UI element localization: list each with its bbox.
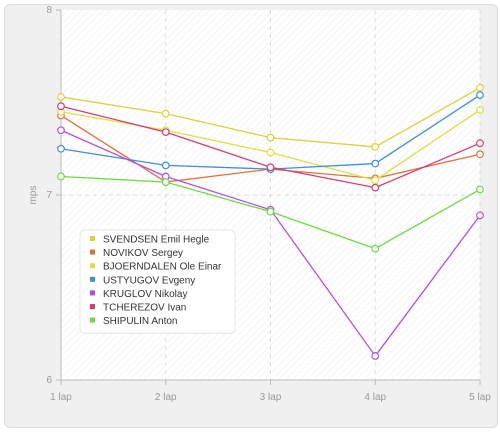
legend-swatch — [90, 276, 95, 282]
data-point[interactable] — [371, 244, 380, 253]
data-point[interactable] — [371, 176, 380, 185]
x-tick-label: 5 lap — [469, 392, 491, 403]
y-axis-label: mps — [28, 186, 39, 205]
axes: 6 7 8 1 lap 2 lap 3 lap 4 lap 5 lap mps — [28, 5, 491, 403]
data-point[interactable] — [371, 142, 380, 151]
x-tick-label: 3 lap — [260, 392, 282, 403]
data-point[interactable] — [476, 91, 484, 99]
data-point[interactable] — [476, 105, 484, 114]
legend-box — [79, 229, 236, 334]
series — [57, 83, 484, 151]
legend: SVENDSEN Emil Hegle NOVIKOV Sergey BJOERND… — [79, 229, 236, 334]
legend-label: SVENDSEN Emil Hegle — [103, 235, 210, 246]
data-point[interactable] — [476, 185, 484, 194]
data-point[interactable] — [476, 139, 484, 148]
data-point[interactable] — [266, 148, 275, 157]
data-point[interactable] — [476, 83, 484, 92]
legend-label: SHIPULIN Anton — [103, 316, 177, 327]
data-point[interactable] — [57, 126, 65, 135]
legend-swatch — [90, 317, 95, 323]
data-point[interactable] — [161, 161, 170, 170]
x-tick-label: 1 lap — [50, 392, 72, 403]
y-tick-label: 8 — [46, 5, 52, 16]
data-point[interactable] — [371, 352, 380, 360]
legend-label: BJOERNDALEN Ole Einar — [103, 262, 222, 273]
legend-label: TCHEREZOV Ivan — [103, 303, 186, 314]
legend-label: KRUGLOV Nikolay — [103, 289, 187, 300]
legend-item[interactable]: SVENDSEN Emil Hegle — [90, 235, 210, 246]
legend-swatch — [90, 290, 95, 296]
data-point[interactable] — [476, 150, 484, 159]
legend-item[interactable]: TCHEREZOV Ivan — [90, 303, 186, 314]
data-point[interactable] — [476, 211, 484, 220]
legend-item[interactable]: SHIPULIN Anton — [90, 316, 177, 327]
data-point[interactable] — [266, 207, 275, 216]
series-layer — [57, 83, 484, 360]
legend-item[interactable]: KRUGLOV Nikolay — [90, 289, 187, 300]
data-point[interactable] — [57, 102, 65, 111]
y-tick-label: 6 — [46, 375, 52, 386]
legend-swatch — [90, 304, 95, 309]
data-point[interactable] — [161, 128, 170, 137]
y-tick-label: 7 — [46, 190, 52, 201]
data-point[interactable] — [371, 183, 380, 192]
data-point[interactable] — [57, 144, 65, 153]
legend-label: USTYUGOV Evgeny — [103, 275, 195, 286]
legend-item[interactable]: BJOERNDALEN Ole Einar — [90, 262, 222, 273]
data-point[interactable] — [57, 93, 65, 101]
data-point[interactable] — [266, 163, 275, 172]
data-point[interactable] — [371, 159, 380, 168]
grid — [61, 10, 481, 380]
legend-label: NOVIKOV Sergey — [103, 248, 183, 259]
data-point[interactable] — [161, 109, 170, 118]
legend-swatch — [90, 249, 95, 255]
x-tick-label: 4 lap — [364, 392, 386, 403]
data-point[interactable] — [161, 178, 170, 186]
legend-swatch — [90, 263, 95, 269]
data-point[interactable] — [57, 172, 65, 181]
data-point[interactable] — [266, 133, 275, 142]
legend-item[interactable]: USTYUGOV Evgeny — [90, 275, 195, 286]
series — [57, 102, 484, 192]
x-tick-label: 2 lap — [155, 392, 177, 403]
legend-swatch — [90, 236, 95, 241]
legend-item[interactable]: NOVIKOV Sergey — [90, 248, 183, 259]
series — [57, 172, 484, 253]
